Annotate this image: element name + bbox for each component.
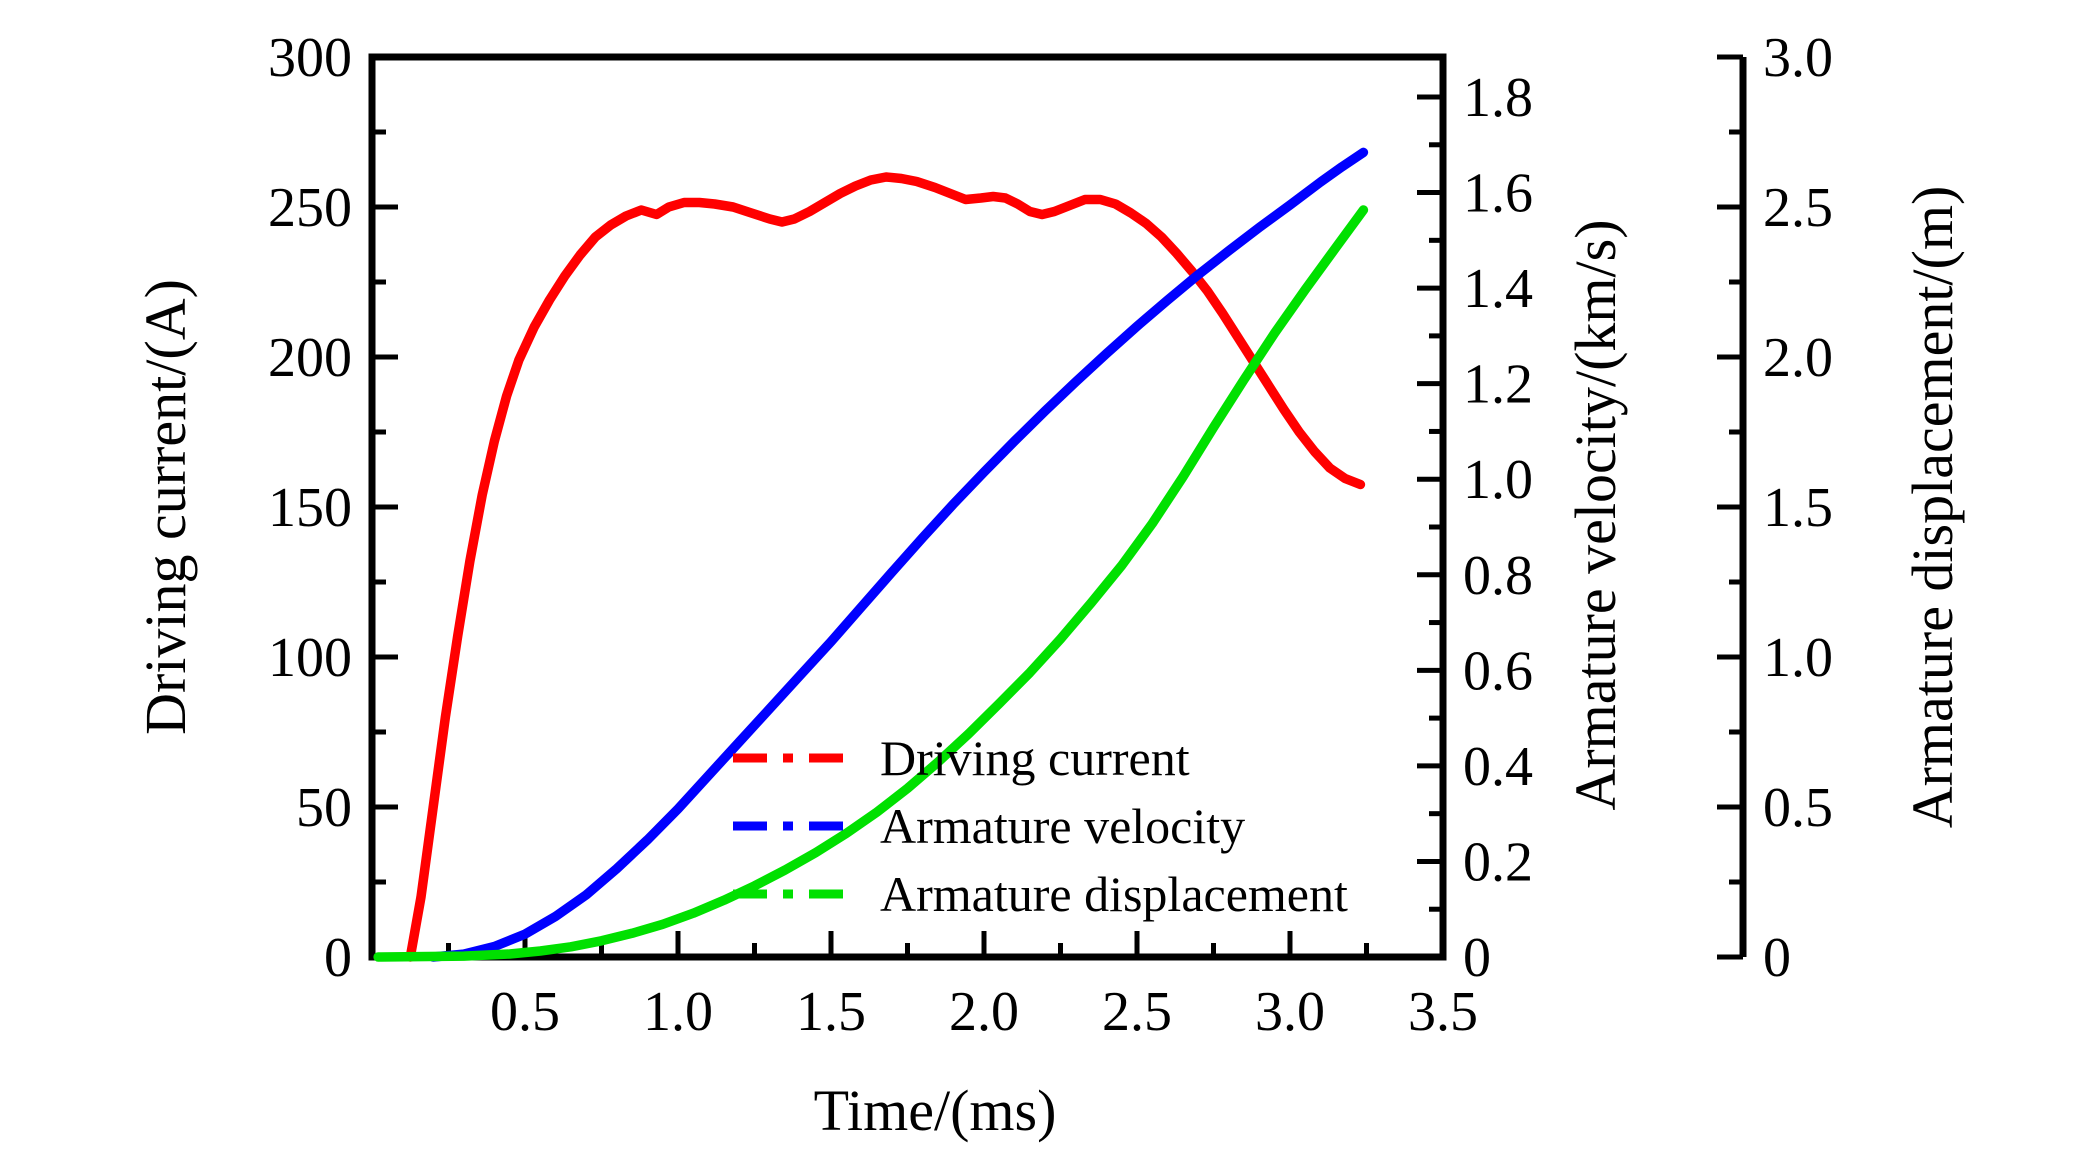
current-tick-label: 50 [296, 777, 352, 839]
displacement-tick-label: 1.0 [1763, 627, 1833, 689]
x-tick-label: 1.0 [643, 981, 713, 1043]
displacement-tick-label: 3.0 [1763, 27, 1833, 89]
displacement-tick-label: 0.5 [1763, 777, 1833, 839]
axes-layer: 0.5 1.0 1.5 2.0 2.5 3.0 3.50501001502002503000… [268, 27, 1833, 1043]
left-axis-title: Driving current/(A) [133, 279, 198, 735]
velocity-tick-label: 1.4 [1463, 258, 1533, 320]
velocity-tick-label: 0.2 [1463, 831, 1533, 893]
x-tick-label: 2.5 [1102, 981, 1172, 1043]
current-tick-label: 300 [268, 27, 352, 89]
x-tick-label: 3.0 [1255, 981, 1325, 1043]
velocity-axis-title: Armature velocity/(km/s) [1563, 219, 1628, 810]
velocity-tick-label: 1.0 [1463, 449, 1533, 511]
velocity-tick-label: 0.4 [1463, 736, 1533, 798]
armature-velocity-curve [428, 147, 1369, 962]
velocity-tick-label: 1.6 [1463, 163, 1533, 225]
velocity-tick-label: 1.2 [1463, 354, 1533, 416]
displacement-tick-label: 0 [1763, 927, 1791, 989]
x-tick-label: 2.0 [949, 981, 1019, 1043]
x-tick-label: 3.5 [1408, 981, 1478, 1043]
armature-displacement-curve [373, 205, 1369, 962]
x-tick-label: 0.5 [490, 981, 560, 1043]
current-tick-label: 200 [268, 327, 352, 389]
displacement-tick-label: 2.0 [1763, 327, 1833, 389]
current-tick-label: 150 [268, 477, 352, 539]
legend-label: Armature velocity [880, 798, 1245, 854]
displacement-axis-title: Armature displacement/(m) [1900, 186, 1965, 829]
velocity-tick-label: 0.6 [1463, 640, 1533, 702]
displacement-tick-label: 2.5 [1763, 177, 1833, 239]
x-axis-title: Time/(ms) [814, 1078, 1057, 1143]
current-tick-label: 100 [268, 627, 352, 689]
velocity-tick-label: 0.8 [1463, 545, 1533, 607]
displacement-tick-label: 1.5 [1763, 477, 1833, 539]
legend-label: Driving current [880, 730, 1190, 786]
x-tick-label: 1.5 [796, 981, 866, 1043]
curves-layer [373, 147, 1369, 962]
legend-label: Armature displacement [880, 866, 1348, 922]
current-tick-label: 250 [268, 177, 352, 239]
current-tick-label: 0 [324, 927, 352, 989]
legend: Driving current Armature velocity Armature… [733, 730, 1348, 922]
velocity-tick-label: 1.8 [1463, 67, 1533, 129]
velocity-tick-label: 0 [1463, 927, 1491, 989]
